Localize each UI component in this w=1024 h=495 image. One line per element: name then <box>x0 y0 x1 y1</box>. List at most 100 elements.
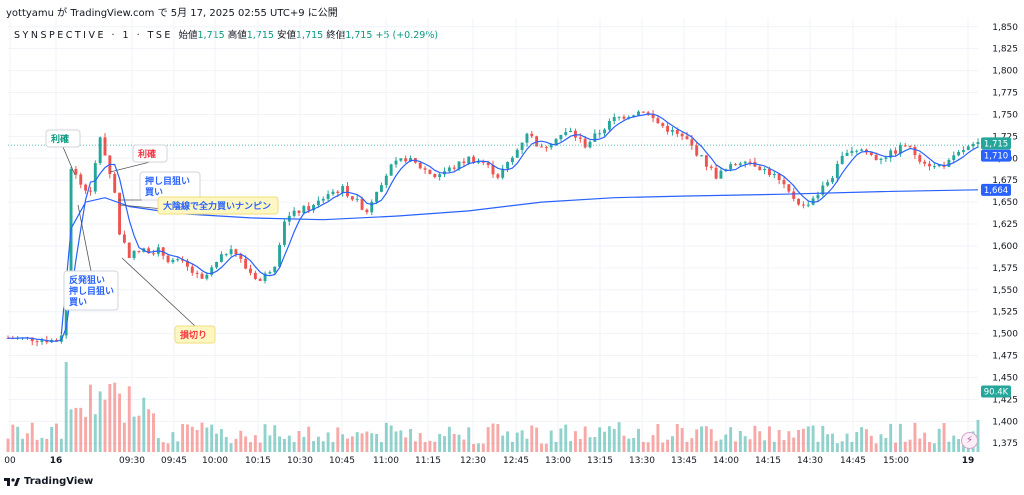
lightning-icon[interactable]: ⚡ <box>961 432 978 449</box>
ma-short-line <box>7 113 979 342</box>
volume-bar <box>370 433 374 452</box>
time-tick-label: 13:45 <box>671 456 697 466</box>
volume-bar <box>811 425 815 452</box>
volume-bar <box>738 430 742 452</box>
volume-bar <box>593 437 597 452</box>
candle-body <box>971 144 975 147</box>
volume-bar <box>457 434 461 452</box>
candle-body <box>782 180 786 185</box>
candle-body <box>544 146 548 148</box>
volume-bar <box>11 424 15 452</box>
price-tick-label: 1,475 <box>992 352 1018 362</box>
volume-bar <box>675 424 679 452</box>
candle-body <box>84 184 88 191</box>
candle-body <box>894 150 898 154</box>
candle-body <box>860 149 864 151</box>
volume-bar <box>350 436 354 452</box>
symbol-name[interactable]: SYNSPECTIVE · 1 · TSE <box>14 30 173 41</box>
candle-body <box>588 141 592 148</box>
candle-body <box>734 164 737 166</box>
candle-body <box>205 274 209 279</box>
price-tick-label: 1,400 <box>992 417 1018 427</box>
volume-bar <box>481 443 485 452</box>
candle-body <box>811 198 815 205</box>
candle-body <box>428 169 432 174</box>
candle-body <box>840 155 844 164</box>
candle-body <box>743 161 747 164</box>
candle-body <box>622 116 626 119</box>
volume-bar <box>758 431 762 452</box>
candle-body <box>249 268 252 273</box>
candle-body <box>845 152 849 156</box>
volume-bar <box>544 443 548 452</box>
volume-bar <box>806 426 810 452</box>
volume-bar <box>258 442 262 452</box>
candle-body <box>79 174 83 185</box>
volume-bar <box>554 441 558 452</box>
candle-body <box>850 150 854 153</box>
candle-body <box>801 204 805 206</box>
volume-bar <box>195 430 199 452</box>
annotation-box <box>157 196 279 215</box>
time-tick-label: 14:00 <box>713 456 739 466</box>
volume-bar <box>69 409 73 452</box>
candle-body <box>758 166 762 171</box>
candle-body <box>530 133 534 137</box>
volume-bar <box>113 382 117 452</box>
time-tick-label: 19 <box>962 456 975 466</box>
candle-body <box>467 156 471 164</box>
volume-bar <box>952 435 956 452</box>
ma-long-label: 1,664 <box>984 186 1008 196</box>
volume-bar <box>375 433 379 452</box>
candle-body <box>152 253 155 255</box>
volume-bar <box>826 434 830 452</box>
candle-body <box>307 206 311 211</box>
candle-body <box>515 149 519 158</box>
candle-body <box>127 242 131 258</box>
annotation-box <box>174 325 216 344</box>
candle-body <box>297 210 301 213</box>
candle-body <box>45 340 49 343</box>
volume-bar <box>84 417 88 452</box>
volume-bar <box>40 437 44 452</box>
price-tick-label: 1,750 <box>992 110 1018 120</box>
candle-body <box>923 161 927 164</box>
candle-body <box>928 163 931 167</box>
volume-bar <box>297 431 301 452</box>
volume-bar <box>287 435 291 452</box>
volume-bar <box>278 436 282 452</box>
volume-bar <box>898 423 902 452</box>
volume-bar <box>409 429 413 452</box>
candle-body <box>496 174 500 178</box>
volume-bar <box>588 437 592 452</box>
volume-bar <box>879 434 883 452</box>
volume-bar <box>748 439 752 452</box>
volume-bar <box>122 422 126 452</box>
attribution-text: yottyamu が TradingView.com で 5月 17, 2025… <box>6 8 338 19</box>
volume-bar <box>268 435 272 452</box>
volume-bar <box>520 430 524 452</box>
candle-body <box>797 198 801 205</box>
volume-bar <box>603 431 607 452</box>
candle-body <box>452 167 456 169</box>
candle-body <box>30 337 34 342</box>
annotation-text: 利確 <box>50 133 69 145</box>
candle-body <box>661 123 665 126</box>
volume-bar <box>413 441 417 452</box>
volume-bar <box>753 425 757 452</box>
volume-bar <box>685 441 689 452</box>
ma-short-label-bg <box>981 149 1011 162</box>
volume-bar <box>253 435 257 452</box>
time-axis: 00 16 09:30 09:45 10:00 10:15 10:30 10:45 11:00 1… <box>4 456 974 466</box>
volume-bar <box>646 442 650 452</box>
volume-bar <box>21 438 25 452</box>
candle-body <box>331 191 335 195</box>
volume-bar <box>88 384 92 452</box>
volume-bar <box>908 439 912 452</box>
candle-body <box>738 163 742 166</box>
candle-body <box>937 164 941 167</box>
candle-body <box>491 165 495 175</box>
time-tick-label: 10:00 <box>202 456 228 466</box>
ma-long-line <box>60 189 979 334</box>
